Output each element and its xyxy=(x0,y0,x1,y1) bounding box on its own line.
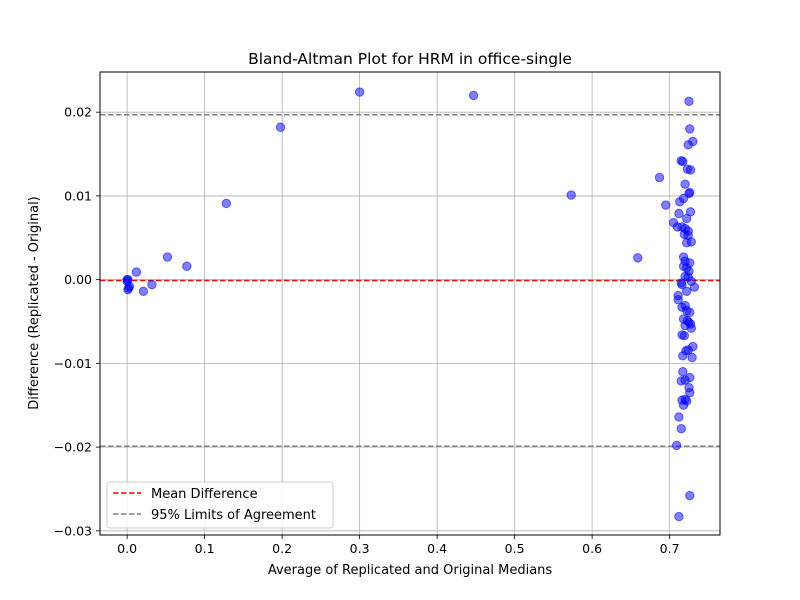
x-tick-label: 0.3 xyxy=(350,541,370,556)
plot-frame xyxy=(99,71,721,536)
data-point xyxy=(124,281,135,292)
x-tick-label: 0.2 xyxy=(272,541,292,556)
data-point xyxy=(674,511,684,522)
reference-lines xyxy=(100,113,720,448)
data-point xyxy=(685,124,695,134)
data-point xyxy=(685,387,695,398)
y-tick-label: −0.02 xyxy=(54,440,92,455)
data-point xyxy=(468,90,479,101)
x-tick-label: 0.4 xyxy=(427,541,447,556)
data-point xyxy=(678,367,688,377)
data-point xyxy=(147,279,157,290)
x-tick-label: 0.5 xyxy=(505,541,525,556)
data-point xyxy=(683,140,693,150)
y-tick-label: 0.02 xyxy=(64,105,92,120)
data-point xyxy=(689,282,700,292)
axis-ticks: 0.0 0.1 0.2 0.3 0.4 0.5 0.6 0.7 −0.03 −0.02 −0.01 0… xyxy=(54,105,680,556)
data-point xyxy=(684,96,694,107)
legend-loa-label: 95% Limits of Agreement xyxy=(151,508,316,523)
y-tick-label: 0.00 xyxy=(64,272,92,287)
data-point xyxy=(685,490,695,501)
data-point xyxy=(685,307,695,317)
x-tick-label: 0.0 xyxy=(117,541,137,556)
y-tick-label: −0.03 xyxy=(54,523,92,538)
data-point xyxy=(131,267,142,277)
data-point xyxy=(674,412,684,422)
data-point xyxy=(678,156,688,167)
data-point xyxy=(685,165,696,175)
data-point xyxy=(681,286,692,297)
data-point xyxy=(680,375,690,385)
x-axis-label: Average of Replicated and Original Media… xyxy=(268,563,553,578)
x-tick-label: 0.7 xyxy=(660,541,680,556)
data-point xyxy=(686,323,697,333)
data-point xyxy=(138,286,149,297)
data-point xyxy=(566,190,576,200)
data-point xyxy=(633,253,643,263)
legend: Mean Difference 95% Limits of Agreement xyxy=(106,481,334,529)
data-point xyxy=(675,197,685,207)
data-point xyxy=(678,351,688,361)
y-axis-label: Difference (Replicated - Original) xyxy=(27,196,42,410)
y-tick-label: 0.01 xyxy=(64,188,92,203)
x-tick-label: 0.6 xyxy=(582,541,602,556)
data-point xyxy=(671,440,682,451)
data-point xyxy=(162,252,173,262)
data-point xyxy=(687,352,697,363)
chart-title: Bland-Altman Plot for HRM in office-sing… xyxy=(248,50,572,68)
data-point xyxy=(677,279,687,290)
data-point xyxy=(221,198,232,209)
legend-box xyxy=(106,481,334,529)
data-point xyxy=(680,179,690,189)
data-point xyxy=(674,208,684,219)
data-point xyxy=(678,400,689,410)
grid xyxy=(100,72,720,535)
data-point xyxy=(673,295,683,305)
data-point xyxy=(275,122,286,132)
data-point xyxy=(182,261,192,271)
data-point xyxy=(354,87,365,97)
x-tick-label: 0.1 xyxy=(195,541,215,556)
data-point xyxy=(676,423,686,434)
y-tick-label: −0.01 xyxy=(54,356,92,371)
data-point xyxy=(681,213,692,224)
data-point xyxy=(654,172,665,183)
legend-mean-label: Mean Difference xyxy=(151,487,258,502)
data-point xyxy=(661,200,671,210)
data-points xyxy=(122,87,700,522)
data-point xyxy=(681,238,692,248)
data-point xyxy=(679,331,690,341)
